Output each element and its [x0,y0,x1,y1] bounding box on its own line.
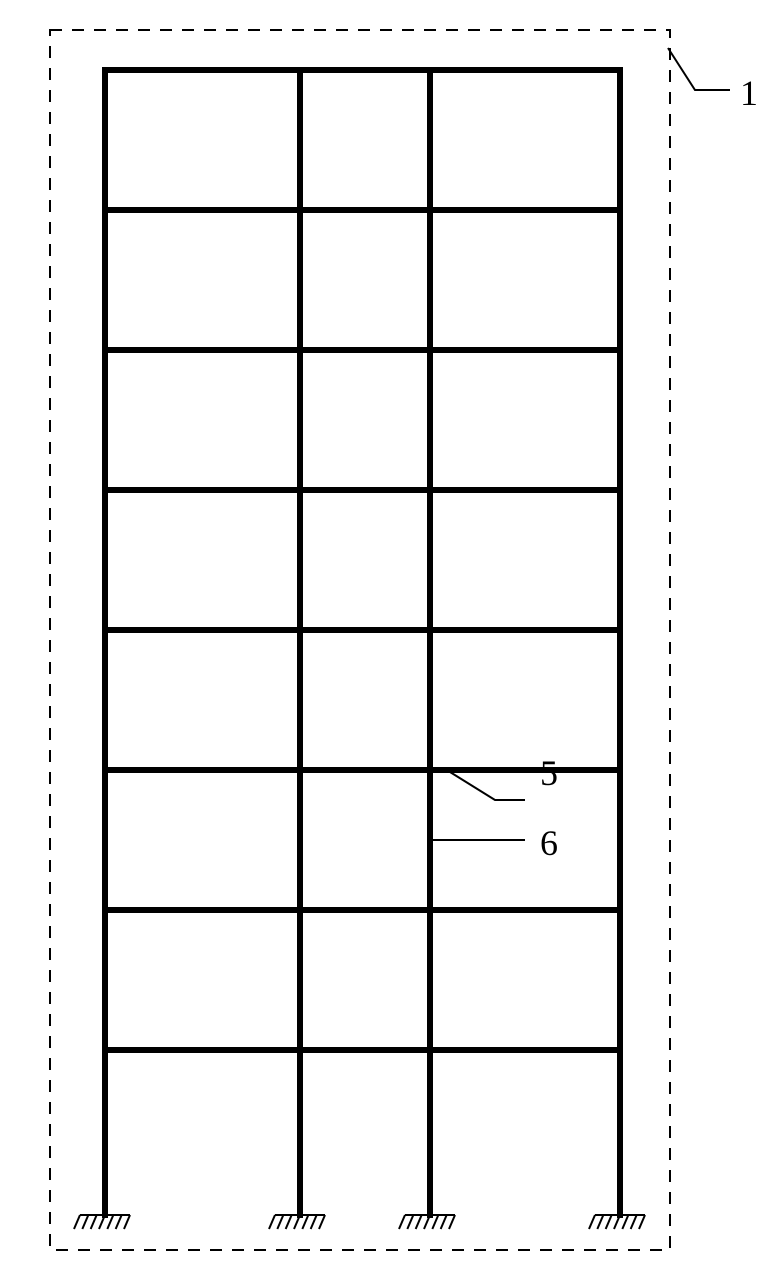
structural-frame-diagram: 1 5 6 [0,0,771,1273]
label-1: 1 [740,73,758,113]
label-5: 5 [540,753,558,793]
label-6: 6 [540,823,558,863]
diagram-background [0,0,771,1273]
